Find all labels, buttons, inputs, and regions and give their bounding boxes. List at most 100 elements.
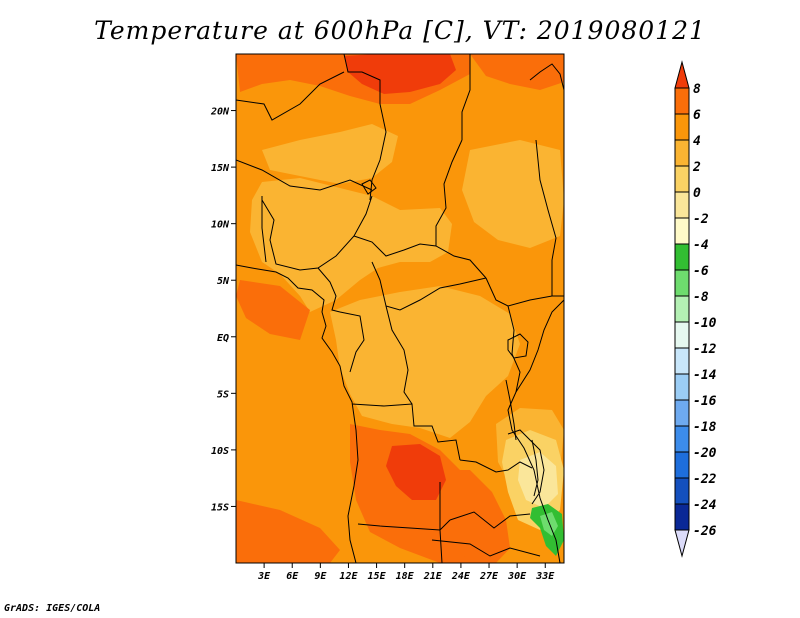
colorbar-label: -8 bbox=[693, 290, 709, 305]
colorbar-segment bbox=[674, 399, 690, 427]
colorbar-segment bbox=[674, 347, 690, 375]
lon-tick-label: 9E bbox=[314, 571, 327, 582]
lake-victoria bbox=[507, 333, 529, 359]
coastline-east bbox=[507, 299, 564, 563]
colorbar-top-arrow bbox=[674, 60, 690, 89]
lon-tick-label: 15E bbox=[368, 571, 387, 582]
colorbar-segment bbox=[674, 451, 690, 479]
colorbar-label: 0 bbox=[693, 186, 701, 201]
lon-tick-label: 18E bbox=[396, 571, 415, 582]
field-region-4-6-gulf bbox=[236, 280, 310, 340]
lat-tick-label: 15N bbox=[211, 163, 230, 174]
colorbar-label: -14 bbox=[693, 368, 717, 383]
colorbar-segment bbox=[674, 269, 690, 297]
lat-tick-label: 15S bbox=[211, 502, 229, 513]
border-namibia-botswana bbox=[439, 482, 443, 563]
colorbar-label: -24 bbox=[693, 498, 717, 513]
field-region-4-6-kalahari bbox=[440, 470, 510, 563]
colorbar-segment bbox=[674, 425, 690, 453]
colorbar-label: -22 bbox=[693, 472, 717, 487]
border-libya-egypt bbox=[461, 54, 471, 140]
colorbar-label: -4 bbox=[693, 238, 709, 253]
colorbar-label: -16 bbox=[693, 394, 717, 409]
colorbar-segment bbox=[674, 113, 690, 141]
colorbar-label: -18 bbox=[693, 420, 717, 435]
colorbar-segment bbox=[674, 165, 690, 193]
field-region-4-6-ocean bbox=[236, 500, 340, 563]
border-car-south bbox=[371, 261, 487, 311]
colorbar-segment bbox=[674, 191, 690, 219]
colorbar-label: -6 bbox=[693, 264, 709, 279]
colorbar-label: 6 bbox=[693, 108, 701, 123]
map-title: Temperature at 600hPa [C], VT: 201908012… bbox=[94, 16, 706, 45]
lon-tick-label: 12E bbox=[339, 571, 358, 582]
border-algeria-libya bbox=[343, 54, 381, 104]
border-sahel-south bbox=[236, 159, 373, 191]
colorbar-segment bbox=[674, 477, 690, 505]
colorbar-label: -2 bbox=[693, 212, 709, 227]
field-region-6-8-angola bbox=[386, 444, 446, 500]
border-mozambique bbox=[507, 429, 545, 505]
lat-tick-label: 10S bbox=[211, 446, 229, 457]
colorbar-label: 2 bbox=[692, 160, 701, 175]
colorbar-segment bbox=[674, 503, 690, 531]
colorbar-segment bbox=[674, 139, 690, 167]
colorbar-bottom-arrow bbox=[674, 529, 690, 558]
field-region-6-8-libya bbox=[344, 54, 456, 94]
border-southern bbox=[431, 539, 541, 557]
border-east-africa bbox=[507, 305, 521, 393]
colorbar-segment bbox=[674, 295, 690, 323]
border-car-north bbox=[353, 235, 487, 279]
border-zambia bbox=[459, 459, 533, 473]
colorbar-label: -26 bbox=[693, 524, 717, 539]
field-region-0-2-central bbox=[250, 178, 452, 312]
border-benin-togo bbox=[261, 196, 267, 263]
lat-tick-label: 5N bbox=[217, 276, 230, 287]
border-sudan-ethiopia bbox=[485, 277, 564, 307]
lat-tick-label: EQ bbox=[217, 333, 229, 344]
lon-tick-label: 27E bbox=[479, 571, 499, 582]
border-sudan-ethiopia-north bbox=[535, 139, 557, 296]
field-region-4-6-northeast bbox=[470, 54, 564, 90]
lake-chad bbox=[361, 179, 377, 195]
colorbar-segment bbox=[674, 373, 690, 401]
colorbar-label: -10 bbox=[693, 316, 717, 331]
lake-malawi bbox=[531, 439, 539, 497]
lat-tick-label: 5S bbox=[217, 389, 229, 400]
field-region-0-2-basin bbox=[330, 286, 520, 438]
map-frame bbox=[235, 53, 565, 564]
border-angola-namibia bbox=[357, 519, 451, 531]
colorbar-segment bbox=[674, 243, 690, 271]
temperature-field bbox=[236, 54, 564, 563]
lon-tick-label: 6E bbox=[286, 571, 299, 582]
lon-tick-label: 21E bbox=[423, 571, 443, 582]
lon-tick-label: 30E bbox=[507, 571, 527, 582]
country-boundaries bbox=[236, 54, 564, 563]
longitude-ticks: 3E 6E 9E 12E 15E 18E 21E 24E 27E 30E 33E bbox=[257, 563, 555, 582]
border-chad-sudan bbox=[435, 139, 463, 246]
colorbar-label: 4 bbox=[693, 134, 701, 149]
colorbar-segment bbox=[674, 87, 690, 115]
field-region-minus8-minus6 bbox=[540, 512, 558, 536]
lat-tick-label: 20N bbox=[210, 107, 230, 118]
colorbar-segment bbox=[674, 217, 690, 245]
border-niger-chad bbox=[369, 103, 387, 201]
colorbar-segment bbox=[674, 321, 690, 349]
colorbar-label: -12 bbox=[693, 342, 717, 357]
lake-tanganyika bbox=[505, 379, 517, 441]
lat-tick-label: 10N bbox=[211, 220, 230, 231]
border-gabon-congo bbox=[339, 311, 365, 373]
border-nigeria bbox=[261, 195, 373, 271]
red-sea-coast bbox=[529, 63, 564, 91]
border-niger-mali bbox=[236, 71, 345, 121]
field-region-0-2-north bbox=[262, 124, 398, 184]
latitude-ticks: 20N 15N 10N 5N EQ 5S 10S 15S bbox=[210, 107, 236, 513]
border-botswana-zimbabwe bbox=[449, 511, 531, 529]
border-congo-drc bbox=[385, 305, 413, 405]
coastline-west bbox=[236, 264, 359, 563]
border-drc-angola bbox=[351, 403, 461, 461]
colorbar-label: -20 bbox=[693, 446, 717, 461]
colorbar: 8 6 4 2 0 -2 -4 -6 -8 -10 -12 -14 -16 -18 -20 -22 -24 -26 bbox=[674, 60, 717, 558]
lon-tick-label: 3E bbox=[257, 571, 271, 582]
